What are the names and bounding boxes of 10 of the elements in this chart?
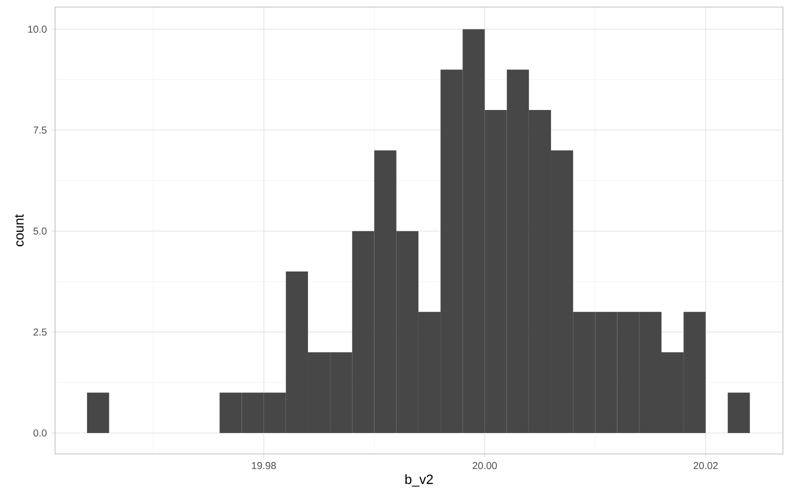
x-tick-label: 20.02 xyxy=(694,462,718,470)
y-tick-label: 0.0 xyxy=(33,429,47,437)
x-tick-label: 20.00 xyxy=(472,462,497,470)
y-tick-label: 10.0 xyxy=(28,26,47,33)
x-axis-title: b_v2 xyxy=(405,474,433,487)
y-tick-label: 5.0 xyxy=(33,228,47,235)
x-tick-label: 19.98 xyxy=(252,462,276,470)
y-axis-title: count xyxy=(14,214,24,246)
y-tick-label: 7.5 xyxy=(34,126,47,134)
y-tick-label: 2.5 xyxy=(34,328,47,336)
